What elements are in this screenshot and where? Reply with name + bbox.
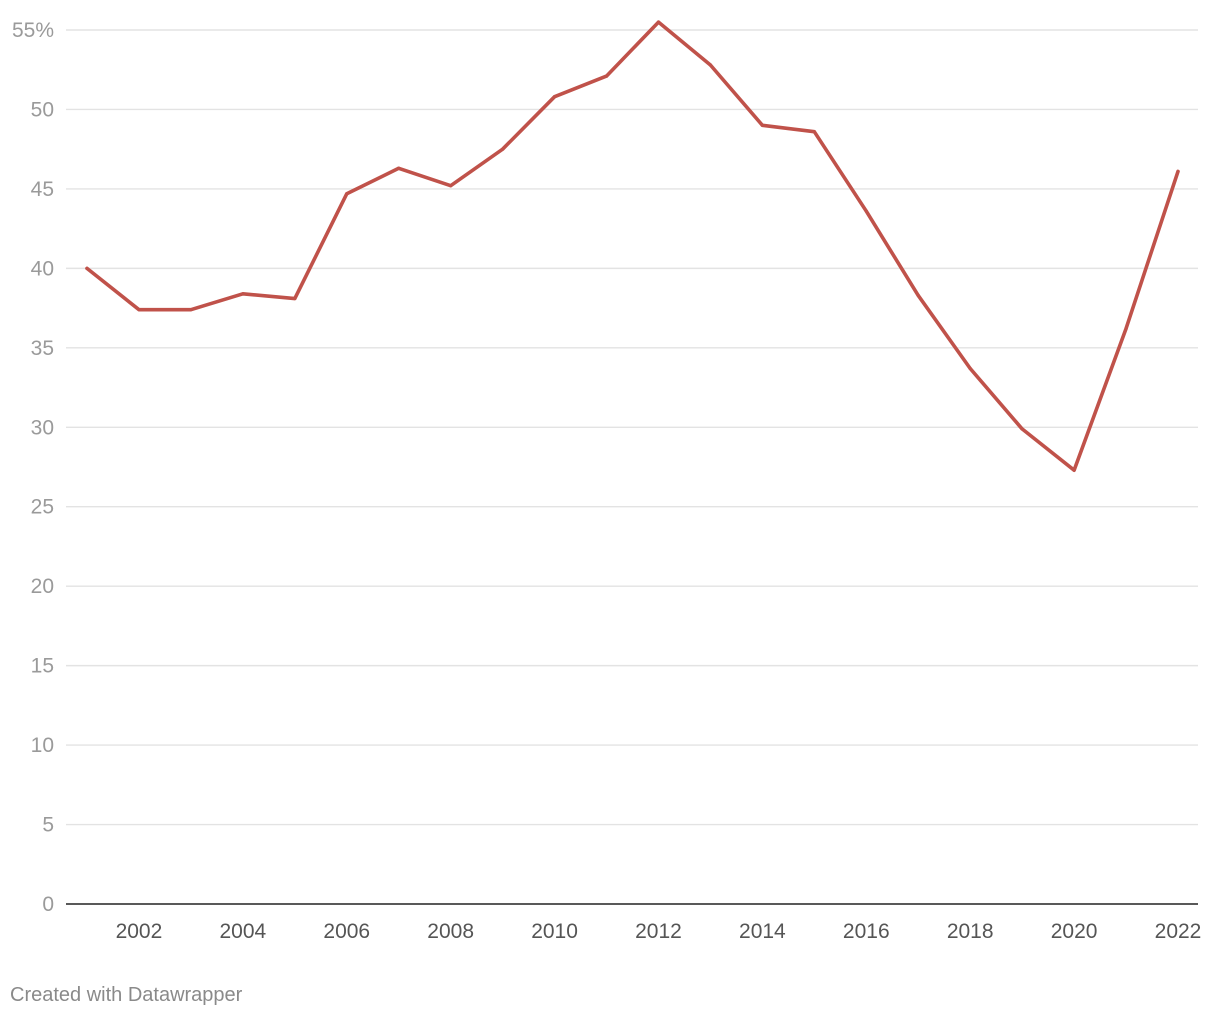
y-tick-label-15: 15 [31, 655, 54, 678]
data-point-2013 [708, 63, 713, 67]
x-tick-label-2004: 2004 [219, 920, 266, 943]
data-point-2011 [604, 74, 609, 78]
data-point-2001 [85, 266, 89, 270]
series-layer [85, 20, 1180, 473]
y-tick-label-0: 0 [42, 893, 54, 916]
data-point-2021 [1124, 327, 1128, 331]
x-tick-label-2020: 2020 [1051, 920, 1098, 943]
data-point-2015 [812, 130, 816, 134]
x-tick-label-2016: 2016 [843, 920, 890, 943]
data-point-2004 [241, 292, 245, 296]
x-tick-label-2010: 2010 [531, 920, 578, 943]
y-tick-label-25: 25 [31, 496, 54, 519]
y-tick-label-20: 20 [31, 575, 54, 598]
datawrapper-credit[interactable]: Created with Datawrapper [10, 984, 243, 1006]
x-tick-label-2002: 2002 [116, 920, 163, 943]
data-point-2018 [968, 366, 972, 371]
y-tick-label-50: 50 [31, 98, 54, 121]
data-point-2009 [501, 147, 505, 151]
data-point-2017 [916, 293, 920, 297]
y-tick-label-40: 40 [31, 257, 54, 280]
data-point-2016 [864, 209, 868, 213]
x-tick-label-2018: 2018 [947, 920, 994, 943]
gridlines [66, 29, 1198, 905]
data-point-2014 [760, 123, 764, 127]
x-tick-label-2014: 2014 [739, 920, 786, 943]
y-tick-label-55: 55% [12, 19, 54, 42]
data-point-2010 [552, 95, 557, 99]
x-tick-label-2022: 2022 [1155, 920, 1202, 943]
x-tick-label-2012: 2012 [635, 920, 682, 943]
y-tick-label-30: 30 [31, 416, 54, 439]
data-point-2008 [449, 184, 453, 188]
y-tick-label-35: 35 [31, 337, 54, 360]
data-point-2002 [137, 308, 141, 312]
data-point-2012 [656, 20, 661, 24]
data-point-2006 [345, 192, 349, 196]
data-point-2003 [189, 308, 193, 312]
x-tick-label-2006: 2006 [323, 920, 370, 943]
data-point-2020 [1072, 468, 1076, 472]
y-tick-label-5: 5 [42, 814, 54, 837]
y-tick-label-45: 45 [31, 178, 54, 201]
x-tick-label-2008: 2008 [427, 920, 474, 943]
data-point-2019 [1020, 427, 1024, 431]
data-point-2007 [397, 166, 401, 170]
y-tick-label-10: 10 [31, 734, 54, 757]
data-point-2022 [1176, 169, 1180, 174]
series-line-0 [85, 20, 1180, 473]
y-axis-ticks: 0 5 10 15 20 25 30 35 40 45 50 55% [12, 19, 54, 916]
data-point-2005 [293, 296, 297, 301]
x-axis-ticks: 2002 2004 2006 2008 2010 2012 2014 2016 2018 2020… [116, 920, 1202, 943]
